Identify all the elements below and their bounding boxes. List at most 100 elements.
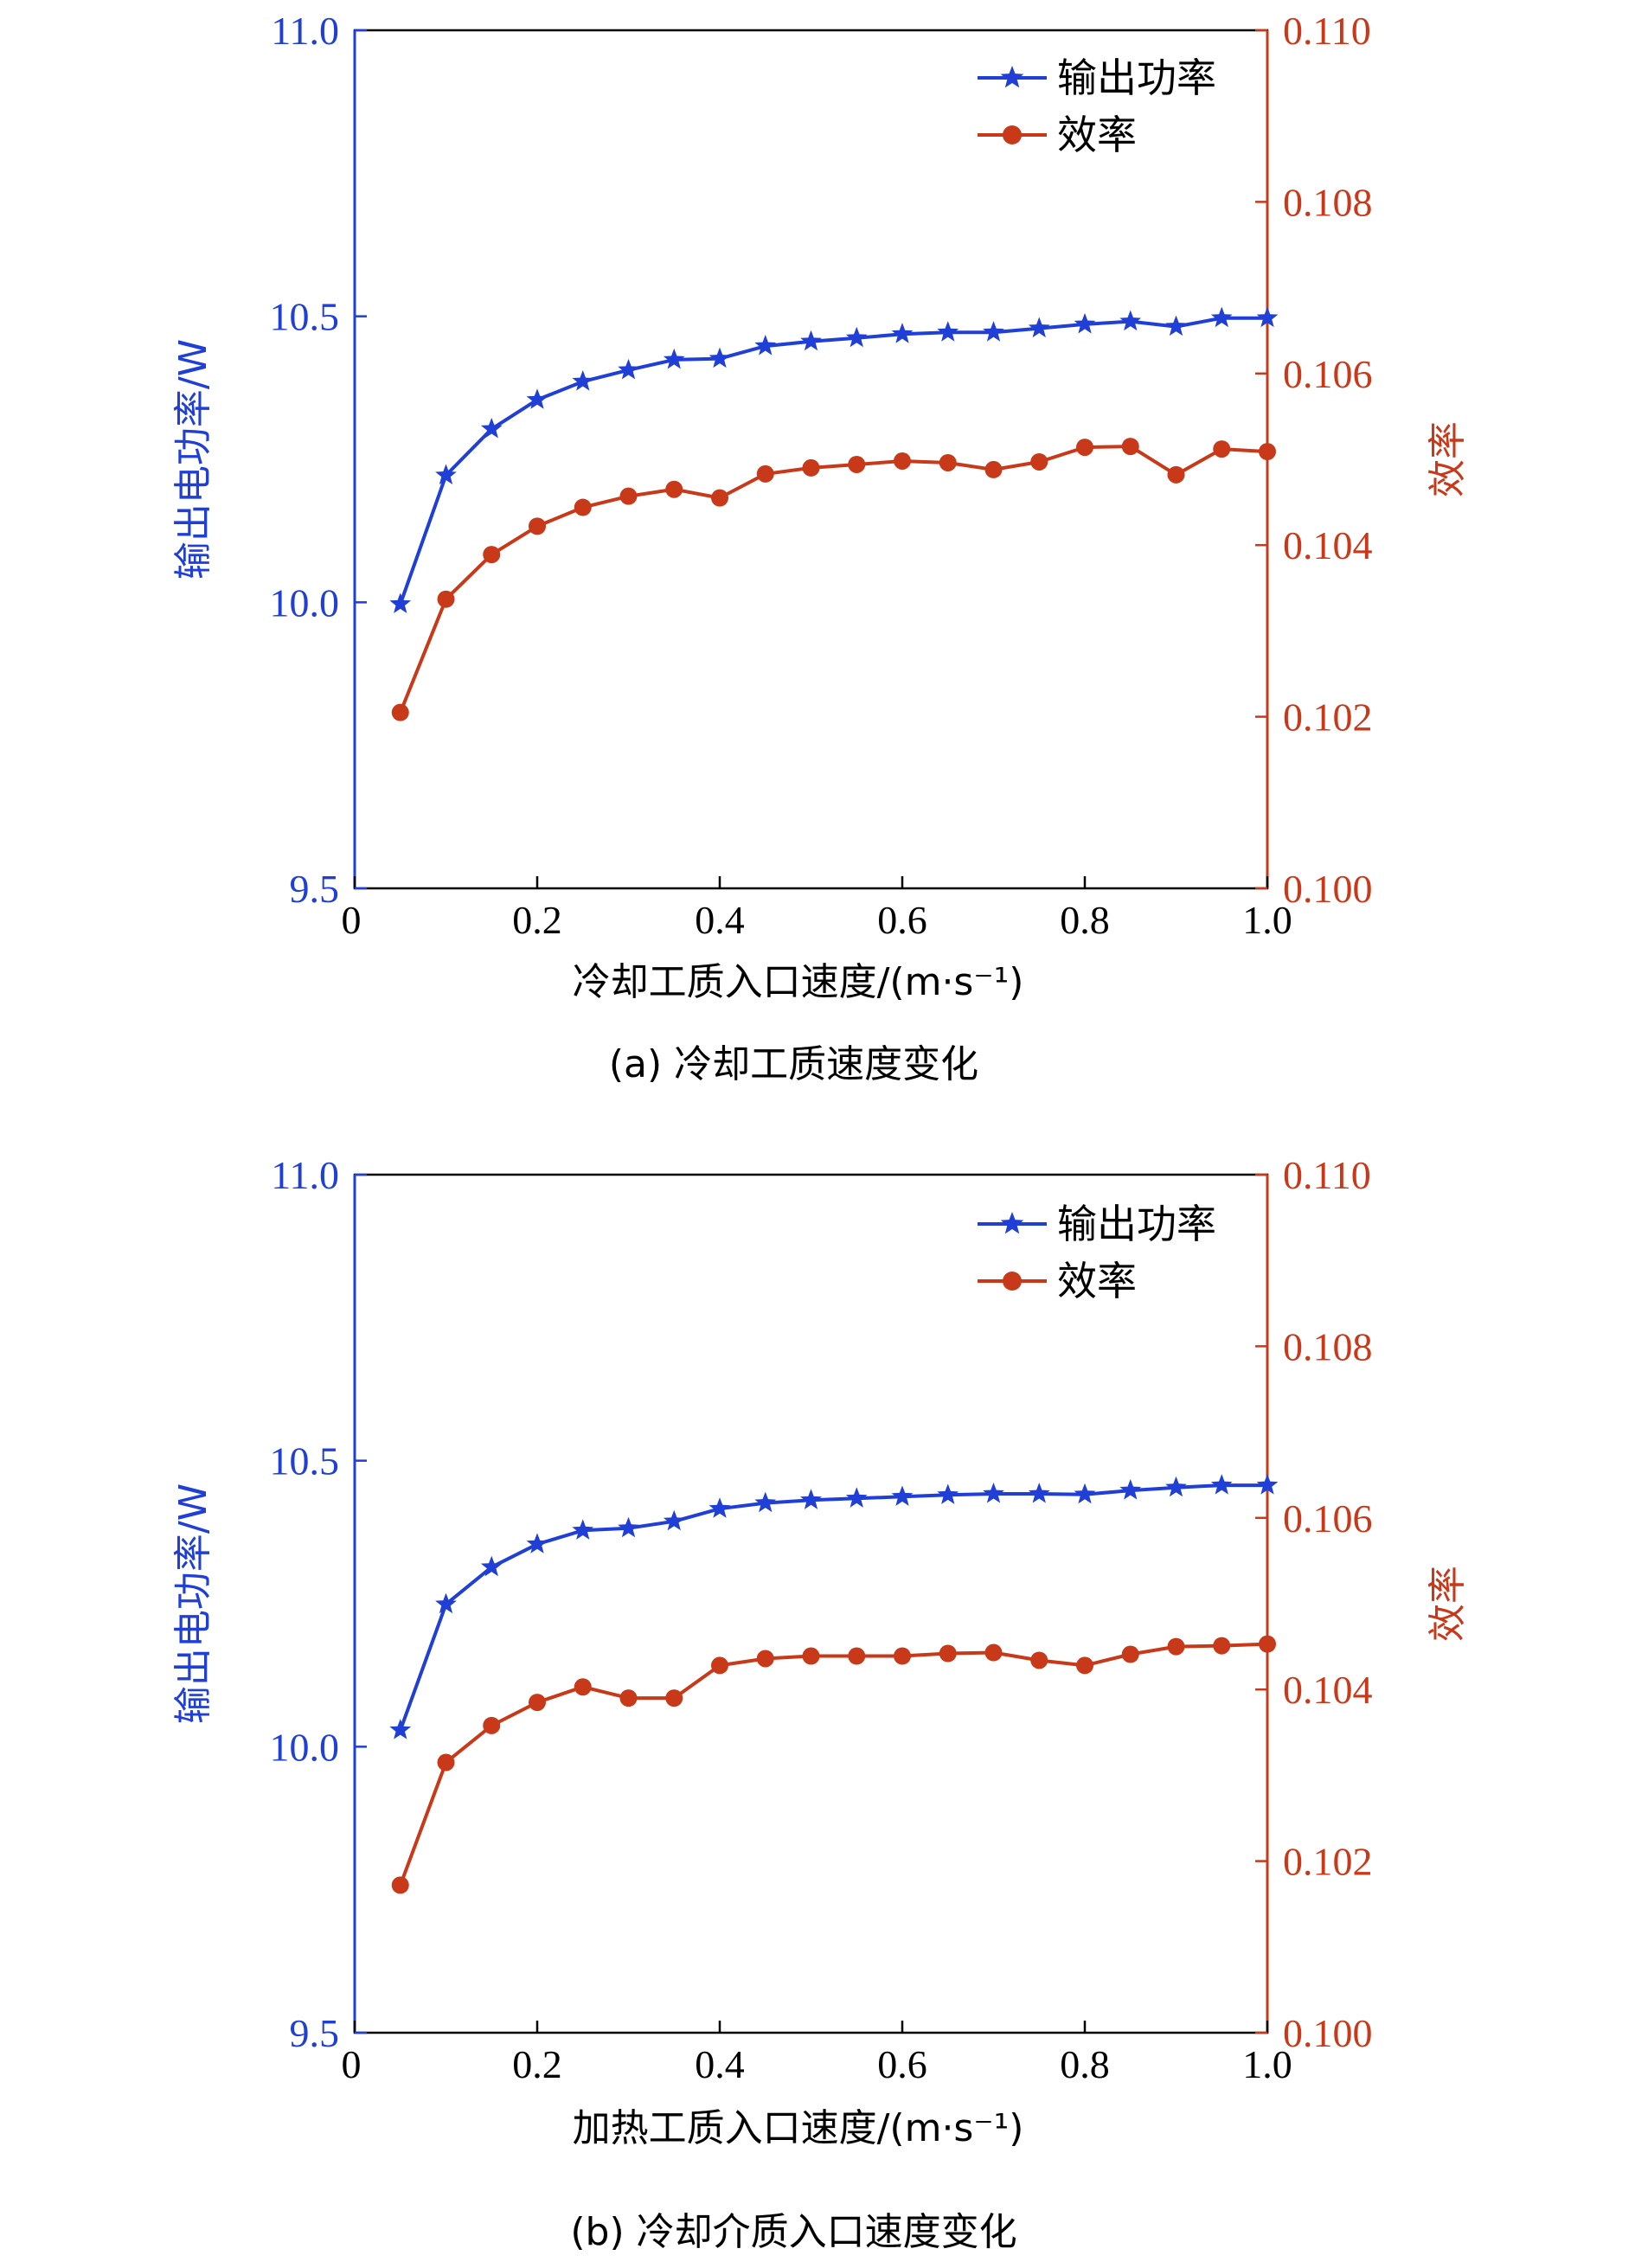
left-tick-label: 11.0 — [271, 9, 339, 53]
data-point-star — [572, 370, 594, 391]
data-point-circle — [391, 1876, 409, 1894]
data-point-star — [1256, 1474, 1279, 1495]
data-point-star — [389, 1719, 412, 1739]
right-tick-label: 0.104 — [1283, 1668, 1373, 1712]
right-axis-label: 效率 — [1426, 1566, 1470, 1642]
figure-caption: (b) 冷却介质入口速度变化 — [570, 2210, 1016, 2254]
legend-label: 效率 — [1057, 112, 1137, 158]
data-point-circle — [1213, 1637, 1231, 1655]
data-point-star — [1028, 317, 1050, 338]
data-point-circle — [894, 1647, 911, 1665]
data-point-star — [435, 1592, 457, 1614]
x-tick-label: 0.6 — [877, 2042, 927, 2086]
x-tick-label: 0.8 — [1060, 2042, 1110, 2086]
left-tick-label: 11.0 — [271, 1153, 339, 1197]
legend-star-marker — [1000, 66, 1024, 88]
data-point-star — [618, 1516, 639, 1538]
legend-label: 效率 — [1057, 1258, 1137, 1304]
series-line — [398, 316, 1267, 605]
legend-entry-efficiency: 效率 — [978, 112, 1137, 158]
data-point-star — [389, 593, 412, 613]
data-point-star — [1119, 310, 1142, 331]
data-point-circle — [848, 1647, 866, 1665]
data-point-circle — [894, 452, 911, 470]
right-tick-label: 0.100 — [1283, 2011, 1373, 2055]
data-point-star — [845, 326, 868, 348]
data-point-star — [663, 1509, 685, 1531]
data-point-circle — [711, 489, 728, 507]
chart-panel-b: 0 0.2 0.4 0.6 0.8 1.0 9.5 10.0 10.5 11.0 0.100 0.10… — [171, 1153, 1470, 2254]
data-point-star — [1074, 312, 1096, 334]
legend-label: 输出功率 — [1057, 54, 1216, 101]
data-point-star — [891, 1485, 914, 1506]
data-point-circle — [1121, 1645, 1139, 1663]
data-point-circle — [1076, 1656, 1093, 1675]
data-point-star — [937, 1483, 959, 1504]
x-tick-label: 1.0 — [1242, 898, 1292, 942]
data-point-circle — [1121, 438, 1139, 456]
data-point-star — [1210, 306, 1233, 328]
data-point-circle — [529, 1694, 546, 1712]
figure-caption: (a) 冷却工质速度变化 — [609, 1042, 978, 1086]
data-point-star — [754, 1491, 777, 1513]
legend-entry-power: 输出功率 — [978, 1201, 1216, 1247]
data-point-circle — [984, 1643, 1003, 1662]
left-tick-label: 10.0 — [270, 580, 340, 625]
data-point-circle — [939, 453, 957, 471]
legend-circle-marker — [1003, 1272, 1022, 1291]
data-point-star — [1165, 315, 1187, 336]
data-point-star — [480, 1555, 503, 1577]
data-point-circle — [529, 517, 546, 535]
data-point-star — [937, 321, 959, 342]
data-point-star — [618, 358, 639, 380]
x-tick-label: 1.0 — [1242, 2042, 1292, 2086]
series-line — [398, 445, 1268, 714]
x-tick-label: 0.4 — [695, 2042, 745, 2086]
data-point-circle — [756, 1650, 774, 1668]
x-tick-label: 0.2 — [512, 898, 562, 942]
data-point-star — [1256, 306, 1279, 328]
data-point-star — [1074, 1483, 1096, 1504]
data-point-star — [845, 1487, 868, 1508]
data-point-circle — [802, 458, 820, 477]
data-point-circle — [483, 546, 501, 564]
right-tick-label: 0.108 — [1283, 1324, 1373, 1368]
left-axis-label: 输出电功率/W — [171, 339, 215, 580]
x-tick-label: 0.8 — [1060, 898, 1110, 942]
x-tick-label: 0.6 — [877, 898, 927, 942]
series-line — [398, 1483, 1267, 1731]
right-tick-label: 0.100 — [1283, 867, 1373, 911]
right-tick-label: 0.102 — [1283, 695, 1373, 740]
data-point-circle — [1259, 443, 1276, 461]
data-point-star — [663, 348, 685, 369]
data-point-circle — [665, 1689, 683, 1707]
left-tick-label: 9.5 — [290, 867, 340, 911]
data-point-circle — [574, 1678, 592, 1696]
data-point-circle — [1167, 465, 1185, 484]
legend-entry-efficiency: 效率 — [978, 1258, 1137, 1304]
data-point-star — [708, 1497, 731, 1518]
data-point-star — [754, 335, 777, 356]
right-axis-label: 效率 — [1426, 421, 1470, 497]
data-point-circle — [1167, 1637, 1185, 1656]
data-point-star — [572, 1519, 594, 1540]
series-power — [389, 306, 1279, 613]
data-point-circle — [802, 1647, 820, 1665]
right-tick-label: 0.104 — [1283, 523, 1373, 567]
right-tick-label: 0.102 — [1283, 1840, 1373, 1884]
data-point-circle — [984, 460, 1003, 478]
x-tick-label: 0.2 — [512, 2042, 562, 2086]
right-tick-label: 0.106 — [1283, 352, 1373, 396]
right-tick-label: 0.110 — [1283, 9, 1371, 53]
data-point-star — [1119, 1479, 1142, 1500]
series-power — [389, 1474, 1279, 1739]
data-point-circle — [665, 480, 683, 498]
data-point-star — [800, 1489, 822, 1509]
legend-label: 输出功率 — [1057, 1201, 1216, 1247]
left-tick-label: 10.0 — [270, 1725, 340, 1769]
data-point-circle — [1076, 439, 1093, 457]
right-tick-label: 0.108 — [1283, 180, 1373, 224]
data-point-star — [526, 1533, 548, 1554]
x-axis-label: 冷却工质入口速度/(m·s⁻¹) — [573, 960, 1024, 1004]
